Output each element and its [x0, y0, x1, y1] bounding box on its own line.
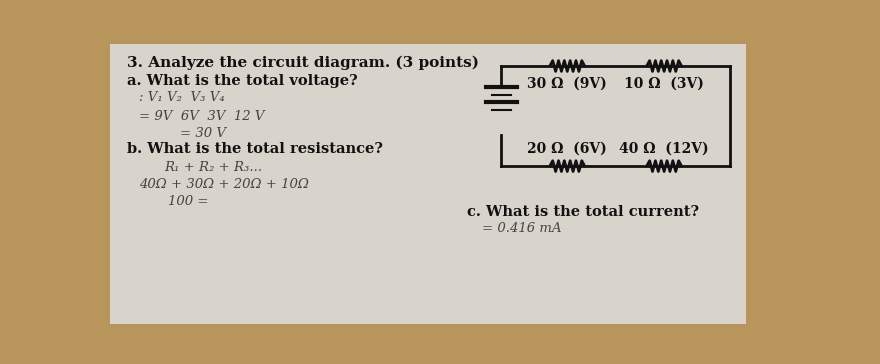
Text: c. What is the total current?: c. What is the total current?	[466, 205, 699, 219]
Text: : V₁ V₂  V₃ V₄: : V₁ V₂ V₃ V₄	[139, 91, 225, 104]
Text: R₁ + R₂ + R₃...: R₁ + R₂ + R₃...	[165, 161, 262, 174]
Text: 40Ω + 30Ω + 20Ω + 10Ω: 40Ω + 30Ω + 20Ω + 10Ω	[139, 178, 310, 191]
Text: 3. Analyze the circuit diagram. (3 points): 3. Analyze the circuit diagram. (3 point…	[127, 56, 479, 70]
Text: = 9V  6V  3V  12 V: = 9V 6V 3V 12 V	[139, 110, 265, 123]
Text: 40 Ω  (12V): 40 Ω (12V)	[620, 141, 709, 155]
Text: 10 Ω  (3V): 10 Ω (3V)	[624, 77, 704, 91]
Text: 30 Ω  (9V): 30 Ω (9V)	[527, 77, 607, 91]
Text: 100 =: 100 =	[168, 195, 209, 207]
Text: = 0.416 mA: = 0.416 mA	[482, 222, 561, 234]
Text: 20 Ω  (6V): 20 Ω (6V)	[527, 141, 607, 155]
Text: a. What is the total voltage?: a. What is the total voltage?	[127, 75, 357, 88]
Text: b. What is the total resistance?: b. What is the total resistance?	[127, 142, 383, 156]
FancyBboxPatch shape	[110, 44, 745, 324]
Text: = 30 V: = 30 V	[180, 127, 226, 140]
